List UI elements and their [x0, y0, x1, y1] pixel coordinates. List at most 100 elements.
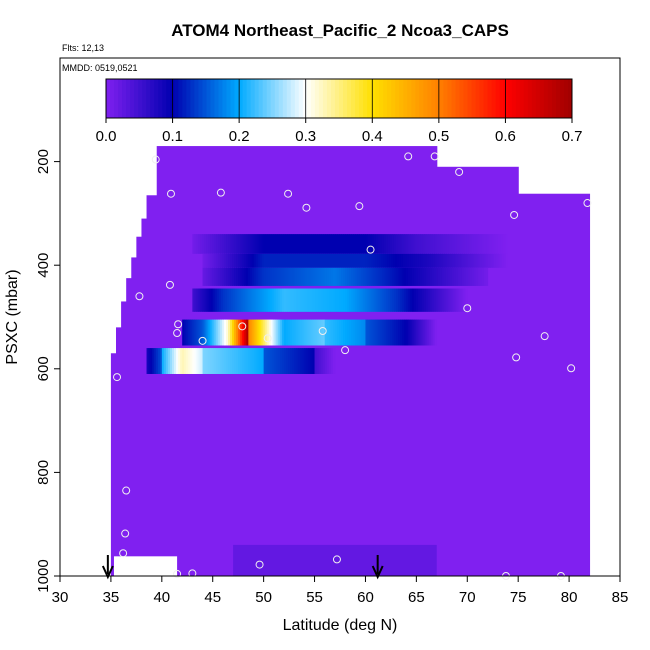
cell-3-2-11	[305, 288, 309, 312]
cell-2-3-5	[395, 267, 399, 286]
cell-1-3-7	[440, 253, 443, 268]
cell-1-0-22	[245, 253, 249, 268]
cell-2-0-19	[239, 267, 243, 286]
cell-5-3-20	[241, 348, 245, 374]
cell-2-3-40	[465, 267, 469, 286]
colorbar-tick-label-0: 0.0	[96, 128, 117, 145]
cell-0-1-19	[301, 234, 305, 254]
cell-3-4-2	[399, 288, 403, 312]
cell-0-1-21	[305, 234, 309, 254]
cell-2-1-20	[303, 267, 306, 286]
cell-1-0-13	[228, 253, 231, 268]
cell-4-3-6	[260, 319, 264, 346]
cell-2-0-16	[234, 267, 237, 286]
cell-0-3-31	[478, 234, 481, 254]
cell-3-3-9	[363, 288, 366, 312]
cell-3-1-30	[282, 288, 285, 312]
sample-point-8	[455, 167, 464, 176]
cell-2-3-6	[397, 267, 401, 286]
cell-1-3-39	[504, 253, 507, 268]
cell-2-0-0	[202, 267, 206, 286]
cell-3-3-20	[385, 288, 389, 312]
cell-5-3-13	[228, 348, 231, 374]
cell-3-4-21	[437, 288, 441, 312]
colorbar-cell-10	[146, 79, 151, 118]
cell-3-1-14	[250, 288, 253, 312]
cell-5-3-18	[238, 348, 241, 374]
cell-3-1-8	[238, 288, 242, 312]
cell-2-3-41	[467, 267, 471, 286]
cell-0-2-20	[406, 234, 409, 254]
cell-2-1-15	[293, 267, 296, 286]
colorbar-cell-88	[459, 79, 465, 118]
cell-4-6-1	[326, 319, 330, 346]
cell-1-2-4	[373, 253, 376, 268]
cell-4-4-3	[274, 319, 277, 346]
cell-0-1-10	[283, 234, 287, 254]
y-tick-label-4: 1000	[35, 559, 52, 592]
cell-0-0-11	[214, 234, 217, 254]
cell-4-4-5	[278, 319, 281, 346]
colorbar-cell-37	[254, 79, 260, 118]
cell-0-1-44	[351, 234, 354, 254]
cell-0-1-15	[293, 234, 297, 254]
colorbar-cell-35	[246, 79, 252, 118]
cell-5-3-5	[212, 348, 215, 374]
cell-1-1-12	[287, 253, 291, 268]
cell-5-1-7	[176, 348, 179, 374]
cell-5-1-2	[165, 348, 169, 374]
cell-2-1-8	[279, 267, 282, 286]
cell-2-3-39	[463, 267, 467, 286]
x-tick-label-4: 50	[255, 589, 272, 606]
cell-0-3-35	[486, 234, 489, 254]
cell-2-1-17	[297, 267, 300, 286]
cell-0-3-19	[454, 234, 457, 254]
cell-1-1-15	[293, 253, 297, 268]
cell-2-3-21	[427, 267, 431, 286]
cell-3-1-2	[226, 288, 230, 312]
cell-2-3-3	[391, 267, 395, 286]
colorbar-cell-80	[427, 79, 432, 118]
x-tick-label-1: 35	[103, 589, 120, 606]
colorbar-cell-113	[559, 79, 565, 118]
cell-2-3-17	[419, 267, 423, 286]
colorbar-cell-42	[274, 79, 280, 118]
cell-0-3-4	[424, 234, 427, 254]
sample-point-12	[135, 292, 144, 301]
cell-1-1-47	[357, 253, 360, 268]
cell-1-1-4	[271, 253, 275, 268]
cell-0-3-12	[440, 234, 443, 254]
cell-4-2-3	[234, 319, 237, 346]
cell-2-1-33	[328, 267, 332, 286]
colorbar-frame	[105, 78, 573, 119]
cell-2-1-31	[325, 267, 328, 286]
cell-5-4-21	[306, 348, 309, 374]
cell-5-2-6	[194, 348, 197, 374]
colorbar-cell-28	[218, 79, 223, 118]
colorbar-cell-74	[403, 79, 408, 118]
cell-2-3-35	[455, 267, 459, 286]
colorbar-cell-7	[134, 79, 139, 118]
cell-4-6-18	[361, 319, 364, 346]
cell-1-3-10	[446, 253, 449, 268]
cell-0-1-40	[343, 234, 346, 254]
cell-1-3-14	[454, 253, 457, 268]
cell-1-1-39	[341, 253, 344, 268]
cell-0-2-6	[377, 234, 381, 254]
cell-1-1-25	[313, 253, 317, 268]
cell-1-3-1	[428, 253, 432, 268]
cell-2-1-2	[267, 267, 271, 286]
cell-3-4-15	[425, 288, 429, 312]
cell-4-2-5	[238, 319, 241, 346]
cell-2-0-14	[230, 267, 233, 286]
cell-3-3-6	[357, 288, 360, 312]
cell-5-4-8	[279, 348, 283, 374]
y-tick-label-3: 800	[35, 460, 52, 485]
cell-0-0-31	[253, 234, 257, 254]
cell-4-2-9	[246, 319, 249, 346]
colorbar-cell-49	[302, 79, 308, 118]
y-tick-label-2: 600	[35, 356, 52, 381]
cell-4-5-10	[304, 319, 307, 346]
cell-1-2-30	[424, 253, 428, 268]
